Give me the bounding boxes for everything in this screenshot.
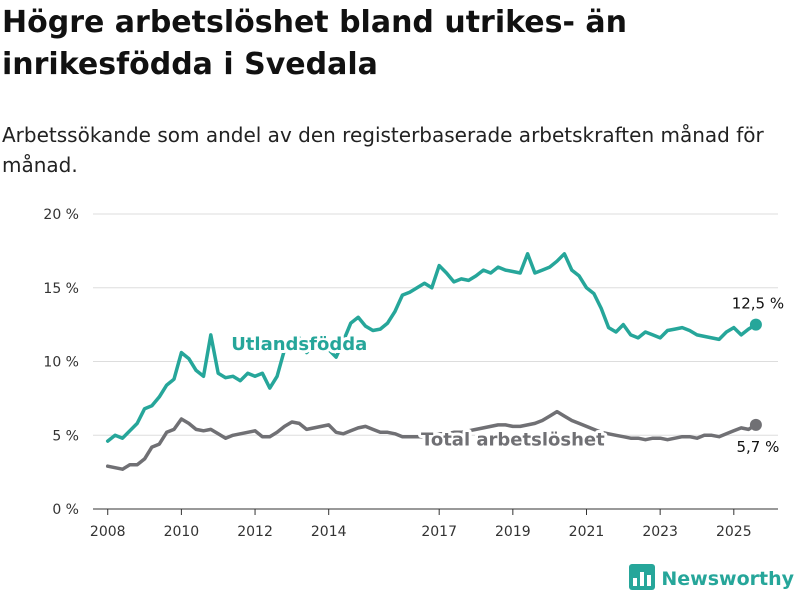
y-tick-label-5: 5 % <box>52 428 79 444</box>
y-tick-label-20: 20 % <box>43 207 79 223</box>
series-line-1 <box>105 409 758 471</box>
x-tick-label-2025: 2025 <box>716 524 752 540</box>
chart-series <box>105 252 762 471</box>
x-tick-label-2017: 2017 <box>421 524 457 540</box>
series-end-point-0 <box>749 318 762 331</box>
series-end-point-1 <box>749 418 762 431</box>
x-tick-label-2014: 2014 <box>311 524 347 540</box>
series-end-label-1: 5,7 % <box>736 438 779 456</box>
x-tick-label-2021: 2021 <box>569 524 605 540</box>
series-name-label-0: Utlandsfödda <box>231 334 367 355</box>
y-axis-ticks: 0 % 5 % 10 % 15 % 20 % <box>43 207 79 518</box>
y-tick-label-10: 10 % <box>43 355 79 371</box>
brand-logo: Newsworthy <box>629 564 794 594</box>
series-line-0 <box>105 252 758 443</box>
series-end-label-0: 12,5 % <box>732 295 784 313</box>
brand-name: Newsworthy <box>661 568 794 590</box>
x-tick-label-2019: 2019 <box>495 524 531 540</box>
chart-labels: 12,5 % 5,7 % Utlandsfödda Total arbetslöshe… <box>228 295 784 456</box>
y-tick-label-15: 15 % <box>43 281 79 297</box>
x-tick-label-2008: 2008 <box>90 524 126 540</box>
x-tick-label-2010: 2010 <box>164 524 200 540</box>
x-tick-label-2023: 2023 <box>642 524 678 540</box>
chart-subtitle: Arbetssökande som andel av den registerb… <box>2 123 764 177</box>
x-axis-ticks: 2008 2010 2012 2014 2017 2019 2021 2023 2025 <box>90 509 752 540</box>
y-tick-label-0: 0 % <box>52 502 79 518</box>
series-name-label-1: Total arbetslöshet <box>421 430 605 451</box>
bar-chart-logo-icon <box>629 564 656 594</box>
chart-title: Högre arbetslöshet bland utrikes- än inr… <box>2 5 627 82</box>
chart-grid <box>93 213 778 510</box>
x-tick-label-2012: 2012 <box>237 524 273 540</box>
